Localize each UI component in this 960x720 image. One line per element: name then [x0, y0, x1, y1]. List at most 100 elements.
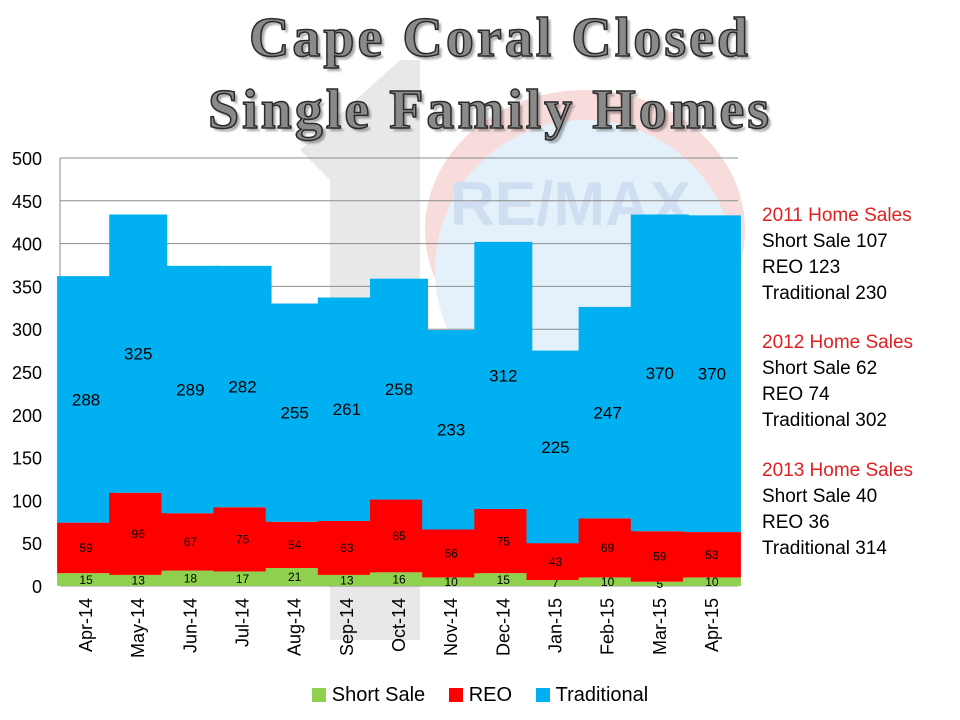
stats-line: REO 123	[762, 257, 841, 278]
data-label: 63	[340, 541, 354, 555]
bar-traditional	[630, 214, 689, 532]
bar-short-sale	[161, 570, 220, 586]
data-label: 7	[552, 576, 559, 590]
data-label: 13	[132, 574, 146, 588]
y-tick-label: 400	[12, 235, 42, 255]
y-tick-label: 500	[12, 149, 42, 169]
data-label: 255	[281, 404, 309, 423]
stats-line: Traditional 302	[762, 410, 887, 431]
stats-line: Short Sale 62	[762, 358, 878, 379]
legend-swatch	[448, 688, 463, 702]
y-tick-label: 350	[12, 277, 42, 297]
data-label: 258	[385, 380, 413, 399]
data-label: 43	[549, 555, 563, 569]
bar-short-sale	[57, 573, 116, 586]
y-tick-label: 200	[12, 406, 42, 426]
stats-2013: 2013 Home Sales Short Sale 40 REO 36 Tra…	[762, 458, 913, 562]
bar-reo	[370, 499, 428, 573]
data-label: 59	[79, 541, 93, 555]
y-tick-label: 100	[12, 491, 42, 511]
bar-short-sale	[265, 568, 324, 586]
legend-swatch	[311, 688, 326, 702]
data-label: 325	[124, 345, 152, 364]
bar-traditional	[109, 214, 168, 493]
bar-reo	[578, 518, 637, 578]
bar-short-sale	[474, 573, 533, 586]
data-label: 53	[705, 548, 719, 562]
bar-traditional	[370, 278, 428, 500]
y-tick-label: 150	[12, 449, 42, 469]
x-tick-label: Jul-14	[233, 598, 253, 647]
data-label: 370	[698, 365, 726, 384]
stats-line: Short Sale 107	[762, 231, 888, 252]
y-tick-label: 250	[12, 363, 42, 383]
bar-traditional	[422, 330, 481, 530]
stats-line: Traditional 230	[762, 283, 887, 304]
legend-label: Traditional	[555, 684, 649, 706]
legend-item-reo: REO	[448, 684, 513, 707]
x-tick-label: Aug-14	[285, 598, 305, 656]
data-label: 261	[333, 400, 361, 419]
chart-title-line1: Cape Coral Closed	[248, 7, 752, 69]
x-tick-label: Sep-14	[337, 598, 357, 656]
bar-short-sale	[109, 574, 168, 586]
x-tick-label: Jan-15	[545, 598, 565, 653]
legend-label: REO	[468, 684, 513, 706]
data-label: 288	[72, 390, 100, 409]
bar-reo	[474, 508, 533, 574]
data-label: 289	[176, 380, 204, 399]
bar-reo	[57, 522, 116, 574]
bar-traditional	[682, 215, 741, 533]
legend-item-short-sale: Short Sale	[311, 684, 426, 707]
data-label: 17	[236, 572, 250, 586]
stats-line: Short Sale 40	[762, 486, 878, 507]
x-tick-label: Mar-15	[650, 598, 670, 655]
x-tick-label: Apr-14	[76, 598, 96, 652]
x-tick-label: Jun-14	[180, 598, 200, 653]
y-tick-labels: 0 50 100 150 200 250 300 350 400 450 500	[12, 149, 42, 597]
data-label: 75	[497, 534, 511, 548]
data-label: 370	[646, 364, 674, 383]
data-label: 225	[541, 438, 569, 457]
data-label: 85	[392, 529, 406, 543]
bar-short-sale	[526, 580, 585, 586]
stats-2012: 2012 Home Sales Short Sale 62 REO 74 Tra…	[762, 330, 913, 434]
stats-header: 2013 Home Sales	[762, 460, 914, 481]
data-label: 21	[288, 570, 302, 584]
bar-reo	[161, 513, 220, 571]
data-label: 96	[132, 527, 146, 541]
x-tick-label: May-14	[128, 598, 148, 658]
stats-line: REO 36	[762, 512, 830, 533]
y-tick-label: 450	[12, 192, 42, 212]
bar-short-sale	[422, 577, 481, 586]
bar-reo	[109, 492, 168, 575]
data-label: 247	[593, 404, 621, 423]
bar-traditional	[161, 265, 220, 514]
data-label: 18	[184, 571, 198, 585]
data-label: 59	[653, 550, 667, 564]
legend-label: Short Sale	[331, 684, 426, 706]
legend-swatch	[535, 688, 550, 702]
data-label: 10	[705, 575, 719, 589]
stats-line: Traditional 314	[762, 538, 887, 559]
bar-reo	[265, 521, 324, 569]
y-tick-label: 300	[12, 320, 42, 340]
bar-reo	[422, 529, 481, 578]
bar-short-sale	[370, 572, 428, 586]
bar-short-sale	[317, 574, 376, 586]
data-label: 233	[437, 421, 465, 440]
bars: 1559288139632518672891775282215425513632…	[57, 214, 741, 591]
data-label: 312	[489, 366, 517, 385]
bar-reo	[213, 507, 272, 572]
bar-traditional	[213, 265, 272, 508]
bar-reo	[317, 520, 376, 575]
bar-short-sale	[630, 581, 689, 586]
data-label: 54	[288, 538, 302, 552]
bar-reo	[526, 543, 585, 581]
bar-traditional	[474, 241, 533, 509]
bar-reo	[682, 532, 741, 578]
x-tick-label: Apr-15	[702, 598, 722, 652]
bar-short-sale	[213, 571, 272, 586]
bar-reo	[630, 531, 689, 582]
stats-2011: 2011 Home Sales Short Sale 107 REO 123 T…	[762, 203, 912, 307]
